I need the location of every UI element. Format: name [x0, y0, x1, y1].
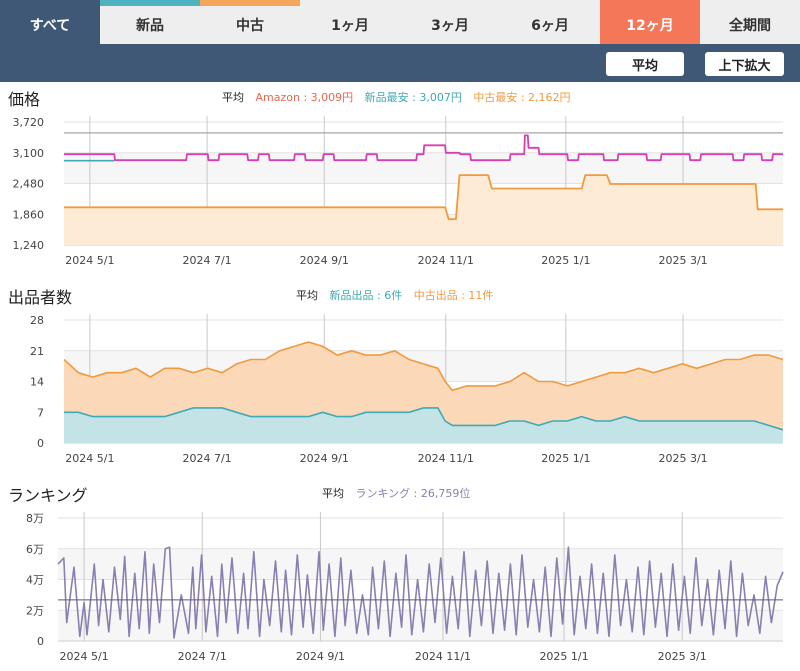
- x-tick-label: 2024 9/1: [296, 650, 345, 663]
- legend-prefix: 平均: [296, 289, 318, 302]
- x-tick-label: 2024 7/1: [182, 254, 231, 267]
- x-tick-label: 2024 7/1: [178, 650, 227, 663]
- x-tick-label: 2024 7/1: [182, 452, 231, 465]
- x-tick-label: 2025 3/1: [658, 650, 707, 663]
- ranking-chart: ランキング 平均 ランキング : 26,759位 8万 6万 4万 2万 0 2024 5…: [0, 482, 800, 671]
- x-tick-label: 2024 11/1: [415, 650, 471, 663]
- y-tick-label: 6万: [26, 543, 44, 556]
- legend-item-used-offers: 中古出品 : 11件: [413, 289, 494, 302]
- legend-prefix: 平均: [322, 487, 344, 500]
- y-tick-label: 8万: [26, 512, 44, 525]
- tab-all[interactable]: すべて: [0, 0, 100, 44]
- legend-item-new-lowest: 新品最安 : 3,007円: [364, 91, 462, 104]
- chart-title: ランキング: [8, 486, 88, 505]
- legend-item-ranking: ランキング : 26,759位: [355, 487, 471, 500]
- chart-title: 価格: [8, 90, 41, 109]
- chart-toolbar: 平均 上下拡大: [0, 44, 800, 82]
- y-tick-label: 3,100: [13, 147, 45, 160]
- tab-used[interactable]: 中古: [200, 0, 300, 44]
- y-tick-label: 2,480: [13, 178, 45, 191]
- y-tick-label: 1,860: [13, 208, 45, 221]
- average-button[interactable]: 平均: [606, 52, 684, 76]
- legend-item-new-offers: 新品出品 : 6件: [329, 289, 403, 302]
- y-tick-label: 14: [30, 376, 44, 389]
- series-line-used: [64, 174, 783, 221]
- series-line-rank: [57, 546, 784, 639]
- y-tick-label: 4万: [26, 574, 44, 587]
- x-tick-label: 2024 11/1: [418, 452, 474, 465]
- y-tick-label: 2万: [26, 604, 44, 617]
- period-tabs: すべて 新品 中古 1ヶ月 3ヶ月 6ヶ月 12ヶ月 全期間: [0, 0, 800, 44]
- price-plot: 3,720 3,100 2,480 1,860 1,240 2024 5/1 2024 7/…: [13, 116, 783, 267]
- sellers-chart: 出品者数 平均 新品出品 : 6件 中古出品 : 11件 28 21 14 7 0 202…: [0, 284, 800, 474]
- x-tick-label: 2024 9/1: [300, 452, 349, 465]
- y-tick-label: 3,720: [13, 116, 45, 129]
- x-tick-label: 2025 3/1: [658, 452, 707, 465]
- x-tick-label: 2025 1/1: [541, 254, 590, 267]
- x-tick-label: 2025 1/1: [539, 650, 588, 663]
- series-area-used: [64, 175, 783, 245]
- series-area-new: [64, 407, 783, 443]
- tab-all-period[interactable]: 全期間: [700, 0, 800, 44]
- y-tick-label: 0: [37, 437, 44, 450]
- vertical-zoom-button[interactable]: 上下拡大: [705, 52, 784, 76]
- y-tick-label: 28: [30, 314, 44, 327]
- chart-legend: 平均 新品出品 : 6件 中古出品 : 11件: [296, 287, 501, 303]
- x-tick-label: 2024 5/1: [65, 254, 114, 267]
- grid-band: [64, 152, 783, 184]
- legend-item-amazon: Amazon : 3,009円: [255, 91, 354, 104]
- x-tick-label: 2024 11/1: [418, 254, 474, 267]
- x-tick-label: 2024 5/1: [65, 452, 114, 465]
- tab-6-months[interactable]: 6ヶ月: [500, 0, 600, 44]
- chart-title: 出品者数: [8, 288, 73, 307]
- y-tick-label: 1,240: [13, 239, 45, 252]
- legend-item-used-lowest: 中古最安 : 2,162円: [473, 91, 571, 104]
- legend-prefix: 平均: [222, 91, 244, 104]
- series-line-magenta: [64, 134, 783, 162]
- ranking-plot: 8万 6万 4万 2万 0 2024 5/1 2024 7/1 2024 9/1 2024 11…: [26, 512, 784, 663]
- series-line-new: [64, 407, 784, 431]
- tab-3-months[interactable]: 3ヶ月: [400, 0, 500, 44]
- price-chart: 価格 平均 Amazon : 3,009円 新品最安 : 3,007円 中古最安…: [0, 86, 800, 276]
- tab-1-month[interactable]: 1ヶ月: [300, 0, 400, 44]
- grid-band: [58, 610, 783, 641]
- x-tick-label: 2024 9/1: [300, 254, 349, 267]
- tab-new[interactable]: 新品: [100, 0, 200, 44]
- x-tick-label: 2025 1/1: [541, 452, 590, 465]
- tab-12-months[interactable]: 12ヶ月: [600, 0, 700, 44]
- chart-legend: 平均 Amazon : 3,009円 新品最安 : 3,007円 中古最安 : …: [222, 89, 579, 105]
- x-tick-label: 2025 3/1: [658, 254, 707, 267]
- y-tick-label: 0: [37, 635, 44, 648]
- sellers-plot: 28 21 14 7 0 2024 5/1 2024 7/1 2024 9/1 2024 11/…: [30, 314, 784, 465]
- x-tick-label: 2024 5/1: [59, 650, 108, 663]
- y-tick-label: 21: [30, 345, 44, 358]
- series-line-used: [63, 341, 784, 392]
- chart-legend: 平均 ランキング : 26,759位: [322, 485, 478, 501]
- y-tick-label: 7: [37, 406, 44, 419]
- grid-band: [58, 548, 783, 580]
